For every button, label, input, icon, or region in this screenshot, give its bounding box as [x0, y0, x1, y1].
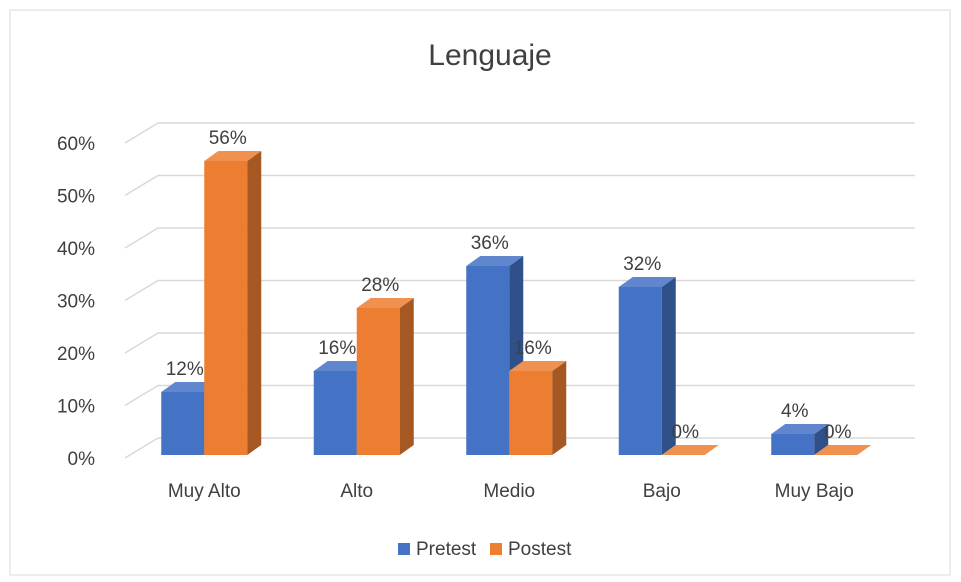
bar-top: [771, 424, 829, 434]
y-tick-label: 20%: [57, 344, 95, 365]
bar-top: [161, 382, 219, 392]
bar: [509, 371, 553, 455]
bar-top: [618, 277, 676, 287]
bar: [618, 287, 662, 455]
bar: [771, 434, 815, 455]
data-label: 28%: [361, 275, 399, 296]
data-label: 4%: [781, 401, 809, 422]
data-label: 0%: [672, 422, 700, 443]
legend-label: Postest: [508, 539, 572, 560]
y-tick-label: 60%: [57, 134, 95, 155]
grid-line: [124, 227, 915, 249]
bar-top: [466, 256, 524, 266]
x-tick-label: Bajo: [643, 481, 681, 502]
bar-top: [313, 361, 371, 371]
grid-line: [124, 174, 915, 197]
data-label: 56%: [209, 128, 247, 149]
data-label: 16%: [514, 338, 552, 359]
bar-side: [814, 424, 829, 455]
grid-line: [124, 122, 915, 144]
x-tick-label: Muy Bajo: [775, 481, 854, 502]
x-tick-label: Alto: [340, 481, 373, 502]
y-tick-label: 0%: [68, 449, 96, 470]
chart-title: Lenguaje: [428, 39, 551, 72]
bar-top: [814, 445, 872, 455]
x-tick-label: Medio: [483, 481, 535, 502]
bar: [466, 266, 510, 455]
bar-side: [247, 151, 262, 455]
data-label: 16%: [318, 338, 356, 359]
bar: [313, 371, 357, 455]
bar-top: [204, 151, 262, 161]
y-tick-label: 10%: [57, 397, 95, 418]
bar-top: [356, 298, 414, 308]
legend-label: Pretest: [416, 539, 477, 560]
y-tick-label: 50%: [57, 187, 95, 208]
bar-top: [509, 361, 567, 371]
bar-side: [399, 298, 414, 455]
data-label: 32%: [623, 254, 661, 275]
bar-side: [552, 361, 567, 455]
x-tick-label: Muy Alto: [168, 481, 241, 502]
legend-swatch: [398, 543, 410, 555]
data-label: 12%: [166, 359, 204, 380]
y-tick-label: 30%: [57, 292, 95, 313]
data-label: 0%: [824, 422, 852, 443]
legend-swatch: [490, 543, 502, 555]
bar: [161, 392, 205, 455]
bar: [356, 308, 400, 455]
bar-top: [661, 445, 719, 455]
y-tick-label: 40%: [57, 239, 95, 260]
data-label: 36%: [471, 233, 509, 254]
bar: [204, 161, 248, 455]
bar-side: [661, 277, 676, 455]
